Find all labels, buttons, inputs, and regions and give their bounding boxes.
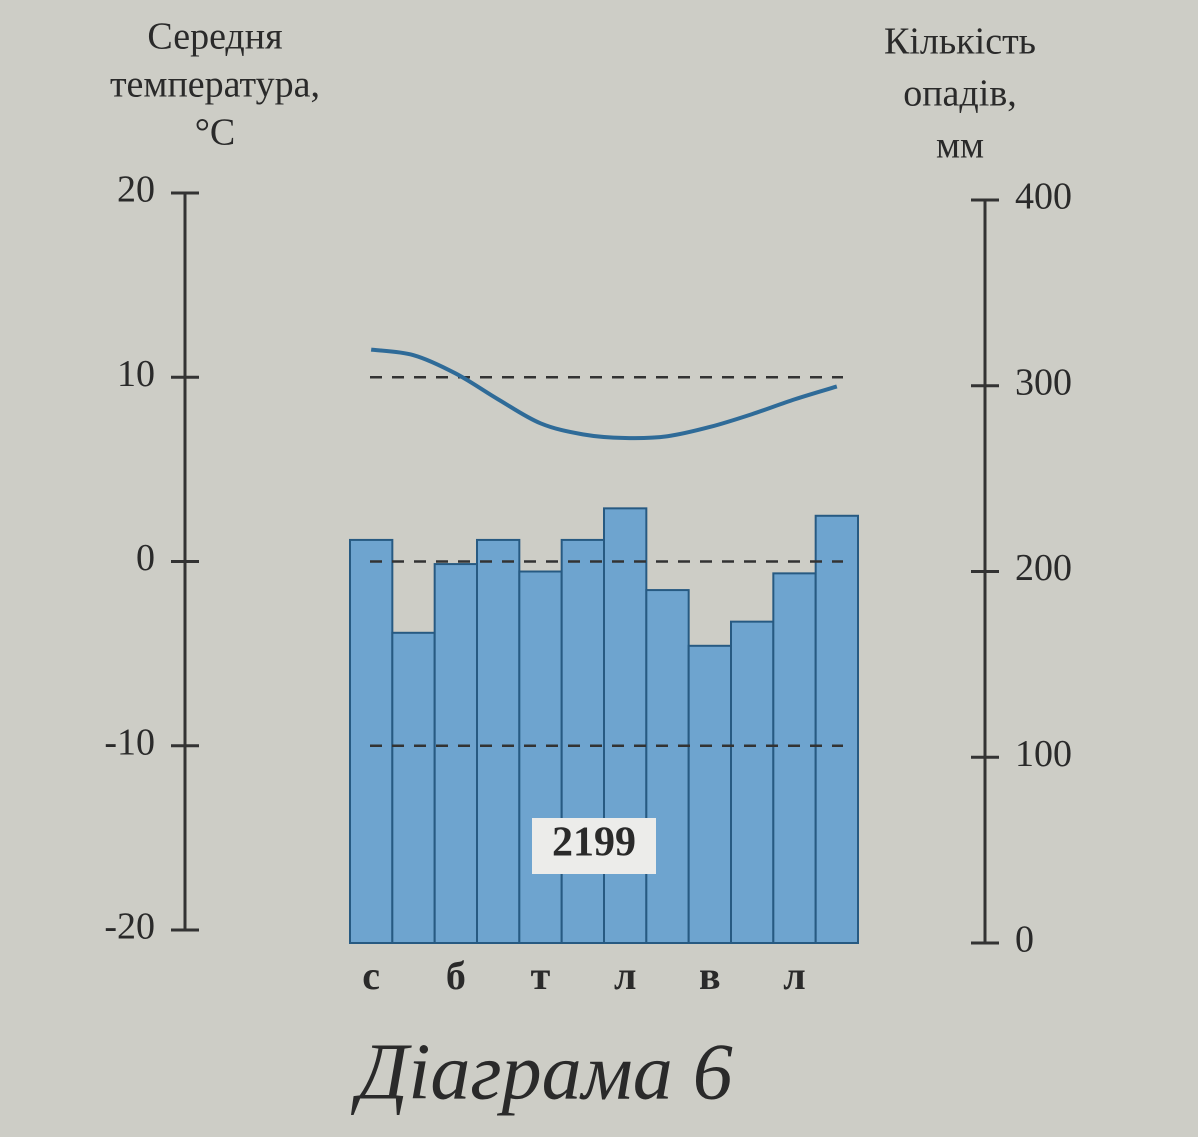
temperature-line bbox=[370, 347, 838, 441]
x-tick-label: в bbox=[699, 953, 721, 998]
annotation: 2199 bbox=[552, 820, 636, 866]
bar bbox=[391, 631, 436, 944]
y-axis-label: Середня bbox=[147, 16, 282, 58]
bar bbox=[560, 538, 606, 944]
bar bbox=[814, 514, 860, 945]
y2-tick-label: 300 bbox=[1015, 361, 1072, 403]
y-axis-label: °С bbox=[195, 112, 236, 154]
x-tick-label: с bbox=[362, 953, 380, 998]
x-tick-label: т bbox=[531, 953, 551, 998]
bar bbox=[349, 538, 394, 944]
y2-axis-label: Кількість bbox=[884, 21, 1036, 63]
bar bbox=[645, 589, 690, 944]
bar bbox=[730, 620, 775, 945]
caption: Діаграма 6 bbox=[350, 1028, 732, 1116]
bar bbox=[772, 572, 817, 944]
y-tick-label: 10 bbox=[117, 353, 155, 395]
y2-axis-label: мм bbox=[936, 125, 984, 167]
y-tick-label: 0 bbox=[136, 537, 155, 579]
bar bbox=[433, 563, 478, 944]
y2-tick-label: 400 bbox=[1015, 176, 1072, 218]
x-tick-label: б bbox=[446, 953, 466, 998]
y-tick-label: -20 bbox=[104, 906, 155, 948]
y-axis-label: температура, bbox=[110, 64, 320, 106]
y2-tick-label: 0 bbox=[1015, 919, 1034, 961]
annotation-box bbox=[532, 818, 656, 874]
y2-axis-label: опадів, bbox=[903, 73, 1017, 115]
x-tick-label: л bbox=[783, 953, 805, 998]
x-tick-label: л bbox=[614, 953, 636, 998]
y2-tick-label: 200 bbox=[1015, 547, 1072, 589]
bar bbox=[476, 538, 521, 944]
bar bbox=[518, 570, 563, 944]
bar bbox=[687, 644, 733, 944]
y2-tick-label: 100 bbox=[1015, 733, 1072, 775]
bar bbox=[603, 507, 648, 944]
y-tick-label: 20 bbox=[117, 169, 155, 211]
y-tick-label: -10 bbox=[104, 721, 155, 763]
